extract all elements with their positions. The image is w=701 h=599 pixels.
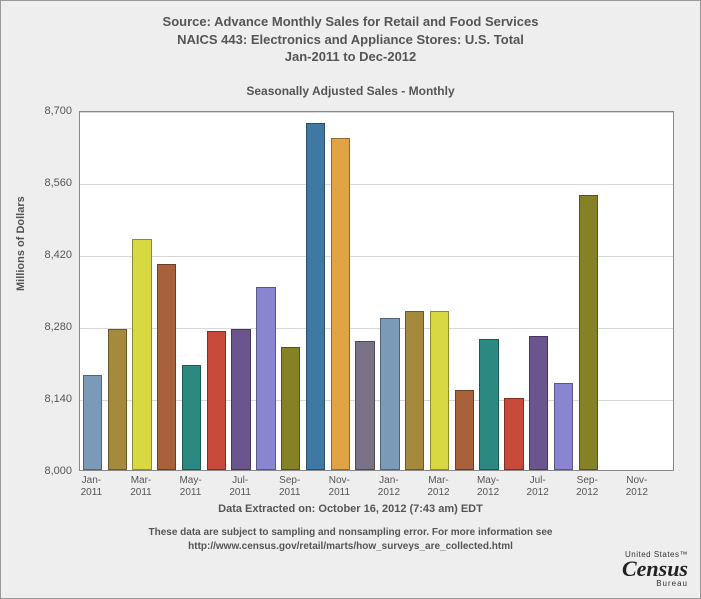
chart-subtitle: Seasonally Adjusted Sales - Monthly [1, 84, 700, 98]
x-tick-label: Jul-2012 [518, 475, 558, 499]
title-line-3: Jan-2011 to Dec-2012 [11, 48, 690, 66]
y-tick-label: 8,700 [22, 105, 72, 117]
x-tick-label: Sep-2012 [567, 475, 607, 499]
title-line-2: NAICS 443: Electronics and Appliance Sto… [11, 31, 690, 49]
x-tick-label: Sep-2011 [270, 475, 310, 499]
bar [231, 329, 250, 470]
x-tick-label: May-2011 [171, 475, 211, 499]
bar [108, 329, 127, 470]
footnote: These data are subject to sampling and n… [1, 526, 700, 553]
x-tick-label: Nov-2011 [319, 475, 359, 499]
x-tick-label: May-2012 [468, 475, 508, 499]
bar [479, 339, 498, 470]
bar [504, 398, 523, 470]
bar [430, 311, 449, 470]
bar [380, 318, 399, 470]
data-extracted-note: Data Extracted on: October 16, 2012 (7:4… [1, 503, 700, 515]
bar [455, 390, 474, 470]
y-tick-label: 8,420 [22, 249, 72, 261]
title-line-1: Source: Advance Monthly Sales for Retail… [11, 13, 690, 31]
y-tick-label: 8,280 [22, 321, 72, 333]
bar [157, 264, 176, 470]
census-logo: United States™ Census Bureau [622, 550, 688, 588]
bar [207, 331, 226, 470]
gridline [80, 184, 673, 185]
x-tick-label: Jan-2011 [71, 475, 111, 499]
x-tick-label: Mar-2012 [418, 475, 458, 499]
x-tick-label: Jul-2011 [220, 475, 260, 499]
y-axis-label: Millions of Dollars [15, 196, 27, 291]
bar [331, 138, 350, 470]
logo-main: Census [622, 559, 688, 579]
x-tick-label: Nov-2012 [617, 475, 657, 499]
x-tick-label: Jan-2012 [369, 475, 409, 499]
footnote-line-2: http://www.census.gov/retail/marts/how_s… [1, 540, 700, 554]
bar [405, 311, 424, 470]
gridline [80, 112, 673, 113]
x-tick-label: Mar-2011 [121, 475, 161, 499]
bar [355, 341, 374, 470]
footnote-line-1: These data are subject to sampling and n… [1, 526, 700, 540]
bar [529, 336, 548, 470]
bar [579, 195, 598, 470]
y-tick-label: 8,560 [22, 177, 72, 189]
y-tick-label: 8,140 [22, 393, 72, 405]
bar [132, 239, 151, 470]
bar [281, 347, 300, 470]
plot-area [79, 111, 674, 471]
chart-container: Source: Advance Monthly Sales for Retail… [0, 0, 701, 599]
bar [306, 123, 325, 470]
title-block: Source: Advance Monthly Sales for Retail… [1, 1, 700, 70]
bar [83, 375, 102, 470]
bar [554, 383, 573, 470]
bar [256, 287, 275, 470]
bar [182, 365, 201, 470]
y-tick-label: 8,000 [22, 465, 72, 477]
